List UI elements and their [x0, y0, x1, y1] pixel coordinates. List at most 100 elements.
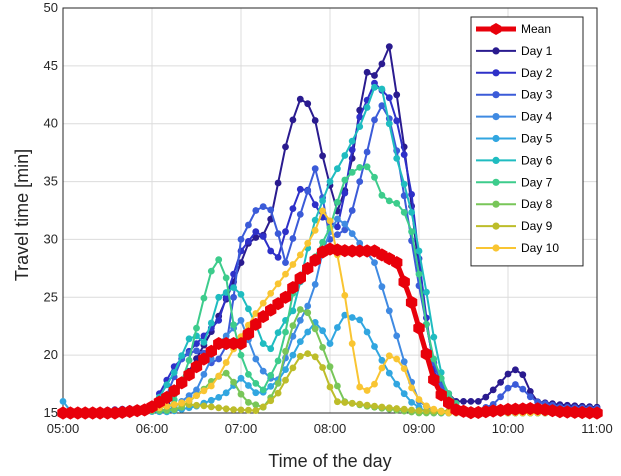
data-point [378, 191, 386, 199]
data-point [385, 352, 393, 360]
data-point [252, 380, 260, 387]
data-point [296, 317, 304, 324]
y-tick-label: 45 [44, 58, 58, 73]
data-point [230, 378, 238, 386]
data-point [423, 402, 430, 410]
y-tick-label: 25 [44, 289, 58, 304]
data-point [252, 234, 260, 241]
data-point [341, 176, 349, 184]
legend-swatch-marker [492, 222, 500, 230]
data-point [356, 178, 364, 186]
x-axis-title: Time of the day [268, 451, 391, 471]
data-point [467, 398, 475, 405]
data-point [185, 397, 193, 404]
data-point [193, 347, 200, 355]
data-point [200, 371, 208, 378]
data-point [193, 392, 200, 399]
data-point [334, 198, 341, 206]
data-point [245, 399, 252, 406]
data-point [311, 281, 319, 288]
data-point [378, 85, 386, 93]
data-point [259, 299, 267, 307]
y-axis-title: Travel time [min] [12, 149, 32, 281]
data-point [259, 386, 267, 394]
data-point [393, 199, 401, 207]
data-point [311, 201, 319, 209]
data-point [437, 408, 445, 415]
data-point [423, 407, 430, 415]
data-point [222, 293, 230, 301]
data-point [252, 407, 260, 414]
data-point [289, 322, 297, 329]
data-point [259, 340, 267, 347]
legend-swatch-marker [492, 134, 500, 143]
data-point [334, 165, 341, 173]
data-point [200, 338, 208, 346]
data-point [267, 290, 275, 297]
data-point [200, 294, 208, 302]
data-point [363, 104, 371, 111]
data-point [319, 152, 326, 160]
data-point [282, 376, 289, 384]
data-point [200, 387, 208, 395]
data-point [348, 314, 356, 321]
y-tick-label: 20 [44, 347, 58, 362]
data-point [378, 364, 386, 372]
data-point [393, 355, 401, 363]
data-point [185, 356, 193, 364]
y-tick-label: 40 [44, 116, 58, 131]
data-point [400, 405, 408, 413]
data-point [319, 327, 326, 335]
y-tick-label: 15 [44, 405, 58, 420]
data-point [311, 117, 319, 124]
legend-box [470, 16, 584, 267]
data-point [193, 401, 200, 409]
data-point [274, 280, 282, 288]
data-point [489, 386, 497, 394]
data-point [289, 235, 297, 242]
data-point [287, 281, 299, 295]
data-point [408, 209, 415, 216]
data-point [274, 254, 282, 261]
legend-item: Day 5 [476, 132, 553, 146]
data-point [408, 228, 415, 236]
data-point [497, 379, 504, 386]
data-point [415, 396, 423, 403]
data-point [385, 43, 393, 50]
data-point [237, 374, 245, 382]
data-point [252, 401, 260, 409]
data-point [341, 311, 349, 319]
data-point [400, 180, 408, 188]
data-point [237, 291, 245, 298]
data-point [400, 151, 408, 159]
x-tick-label: 08:00 [314, 421, 347, 436]
data-point [289, 307, 297, 315]
legend-item: Day 9 [476, 219, 553, 233]
legend-item: Day 6 [476, 153, 553, 167]
data-point [371, 72, 378, 79]
data-point [393, 155, 401, 162]
legend-swatch-marker [492, 91, 500, 99]
x-tick-label: 11:00 [581, 421, 613, 436]
data-point [193, 340, 200, 347]
data-point [319, 344, 326, 351]
legend-swatch-marker [490, 23, 502, 35]
data-point [252, 207, 260, 214]
data-point [326, 383, 334, 391]
chart-axes: 05:00 06:00 07:00 08:00 09:00 10:00 11:00 15 20 2… [44, 0, 613, 436]
data-point [334, 231, 341, 239]
data-point [393, 332, 401, 340]
data-point [371, 116, 378, 124]
data-point [348, 137, 356, 145]
data-point [282, 143, 289, 151]
data-point [334, 215, 341, 223]
legend-item: Day 7 [476, 175, 553, 189]
data-point [237, 236, 245, 243]
data-point [245, 305, 252, 313]
data-point [304, 350, 312, 357]
data-point [393, 117, 401, 125]
data-point [230, 270, 238, 278]
legend-label: Day 5 [521, 132, 553, 146]
data-point [222, 369, 230, 377]
data-point [279, 290, 292, 304]
